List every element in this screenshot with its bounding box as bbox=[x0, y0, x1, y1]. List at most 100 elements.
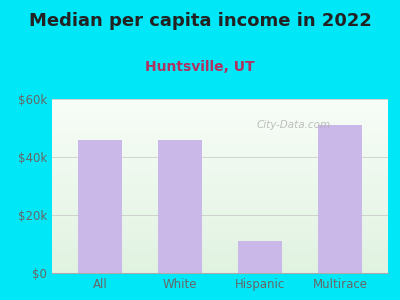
Bar bbox=[52, 144, 388, 145]
Bar bbox=[52, 105, 388, 106]
Bar bbox=[52, 161, 388, 162]
Bar bbox=[52, 272, 388, 273]
Bar bbox=[52, 217, 388, 218]
Bar bbox=[318, 125, 362, 273]
Bar bbox=[52, 194, 388, 195]
Bar bbox=[52, 135, 388, 136]
Bar bbox=[52, 128, 388, 129]
Bar bbox=[52, 151, 388, 152]
Bar bbox=[52, 232, 388, 233]
Bar bbox=[52, 111, 388, 112]
Bar bbox=[52, 152, 388, 153]
Bar bbox=[52, 265, 388, 266]
Bar bbox=[52, 268, 388, 269]
Bar bbox=[52, 204, 388, 205]
Bar bbox=[52, 203, 388, 204]
Bar bbox=[52, 241, 388, 242]
Bar bbox=[52, 125, 388, 126]
Bar bbox=[52, 187, 388, 188]
Bar bbox=[52, 216, 388, 217]
Bar bbox=[52, 244, 388, 245]
Bar bbox=[52, 201, 388, 202]
Bar bbox=[52, 182, 388, 183]
Bar bbox=[52, 117, 388, 118]
Bar bbox=[52, 155, 388, 156]
Bar bbox=[52, 149, 388, 150]
Bar bbox=[52, 253, 388, 254]
Bar bbox=[52, 180, 388, 181]
Bar bbox=[52, 103, 388, 104]
Bar bbox=[52, 224, 388, 225]
Bar bbox=[52, 209, 388, 210]
Bar bbox=[52, 157, 388, 158]
Bar bbox=[52, 228, 388, 229]
Bar bbox=[52, 145, 388, 146]
Bar bbox=[52, 129, 388, 130]
Bar bbox=[52, 200, 388, 201]
Bar bbox=[52, 188, 388, 189]
Bar bbox=[52, 143, 388, 144]
Bar bbox=[52, 213, 388, 214]
Bar bbox=[52, 174, 388, 175]
Bar bbox=[52, 176, 388, 177]
Bar bbox=[52, 99, 388, 100]
Text: Huntsville, UT: Huntsville, UT bbox=[145, 60, 255, 74]
Bar bbox=[52, 193, 388, 194]
Bar bbox=[52, 100, 388, 101]
Bar bbox=[52, 106, 388, 107]
Bar bbox=[52, 169, 388, 170]
Bar bbox=[52, 118, 388, 119]
Bar bbox=[52, 215, 388, 216]
Bar bbox=[52, 139, 388, 140]
Bar bbox=[52, 264, 388, 265]
Bar bbox=[52, 160, 388, 161]
Bar bbox=[52, 261, 388, 262]
Bar bbox=[52, 114, 388, 115]
Bar bbox=[52, 189, 388, 190]
Bar bbox=[52, 266, 388, 267]
Bar bbox=[52, 223, 388, 224]
Bar bbox=[52, 249, 388, 250]
Bar bbox=[52, 107, 388, 108]
Bar bbox=[52, 231, 388, 232]
Bar bbox=[52, 214, 388, 215]
Bar bbox=[52, 173, 388, 174]
Bar bbox=[52, 263, 388, 264]
Bar bbox=[78, 140, 122, 273]
Bar bbox=[52, 104, 388, 105]
Bar bbox=[52, 198, 388, 199]
Bar bbox=[52, 156, 388, 157]
Bar bbox=[52, 150, 388, 151]
Bar bbox=[52, 181, 388, 182]
Bar bbox=[52, 110, 388, 111]
Bar bbox=[52, 237, 388, 238]
Bar bbox=[52, 177, 388, 178]
Bar bbox=[52, 199, 388, 200]
Bar bbox=[52, 127, 388, 128]
Bar bbox=[52, 259, 388, 260]
Bar bbox=[52, 258, 388, 259]
Bar bbox=[52, 168, 388, 169]
Bar bbox=[52, 240, 388, 241]
Bar bbox=[52, 124, 388, 125]
Text: City-Data.com: City-Data.com bbox=[257, 120, 331, 130]
Bar bbox=[52, 170, 388, 171]
Bar bbox=[52, 120, 388, 121]
Bar bbox=[52, 212, 388, 213]
Bar bbox=[52, 121, 388, 122]
Bar bbox=[52, 260, 388, 261]
Bar bbox=[52, 222, 388, 223]
Bar bbox=[52, 250, 388, 251]
Bar bbox=[52, 171, 388, 172]
Bar bbox=[52, 210, 388, 211]
Bar bbox=[52, 229, 388, 230]
Bar bbox=[52, 159, 388, 160]
Bar bbox=[52, 221, 388, 222]
Bar bbox=[52, 227, 388, 228]
Bar bbox=[52, 131, 388, 132]
Bar bbox=[52, 146, 388, 147]
Bar bbox=[52, 141, 388, 142]
Bar bbox=[52, 248, 388, 249]
Bar bbox=[52, 271, 388, 272]
Bar bbox=[52, 191, 388, 192]
